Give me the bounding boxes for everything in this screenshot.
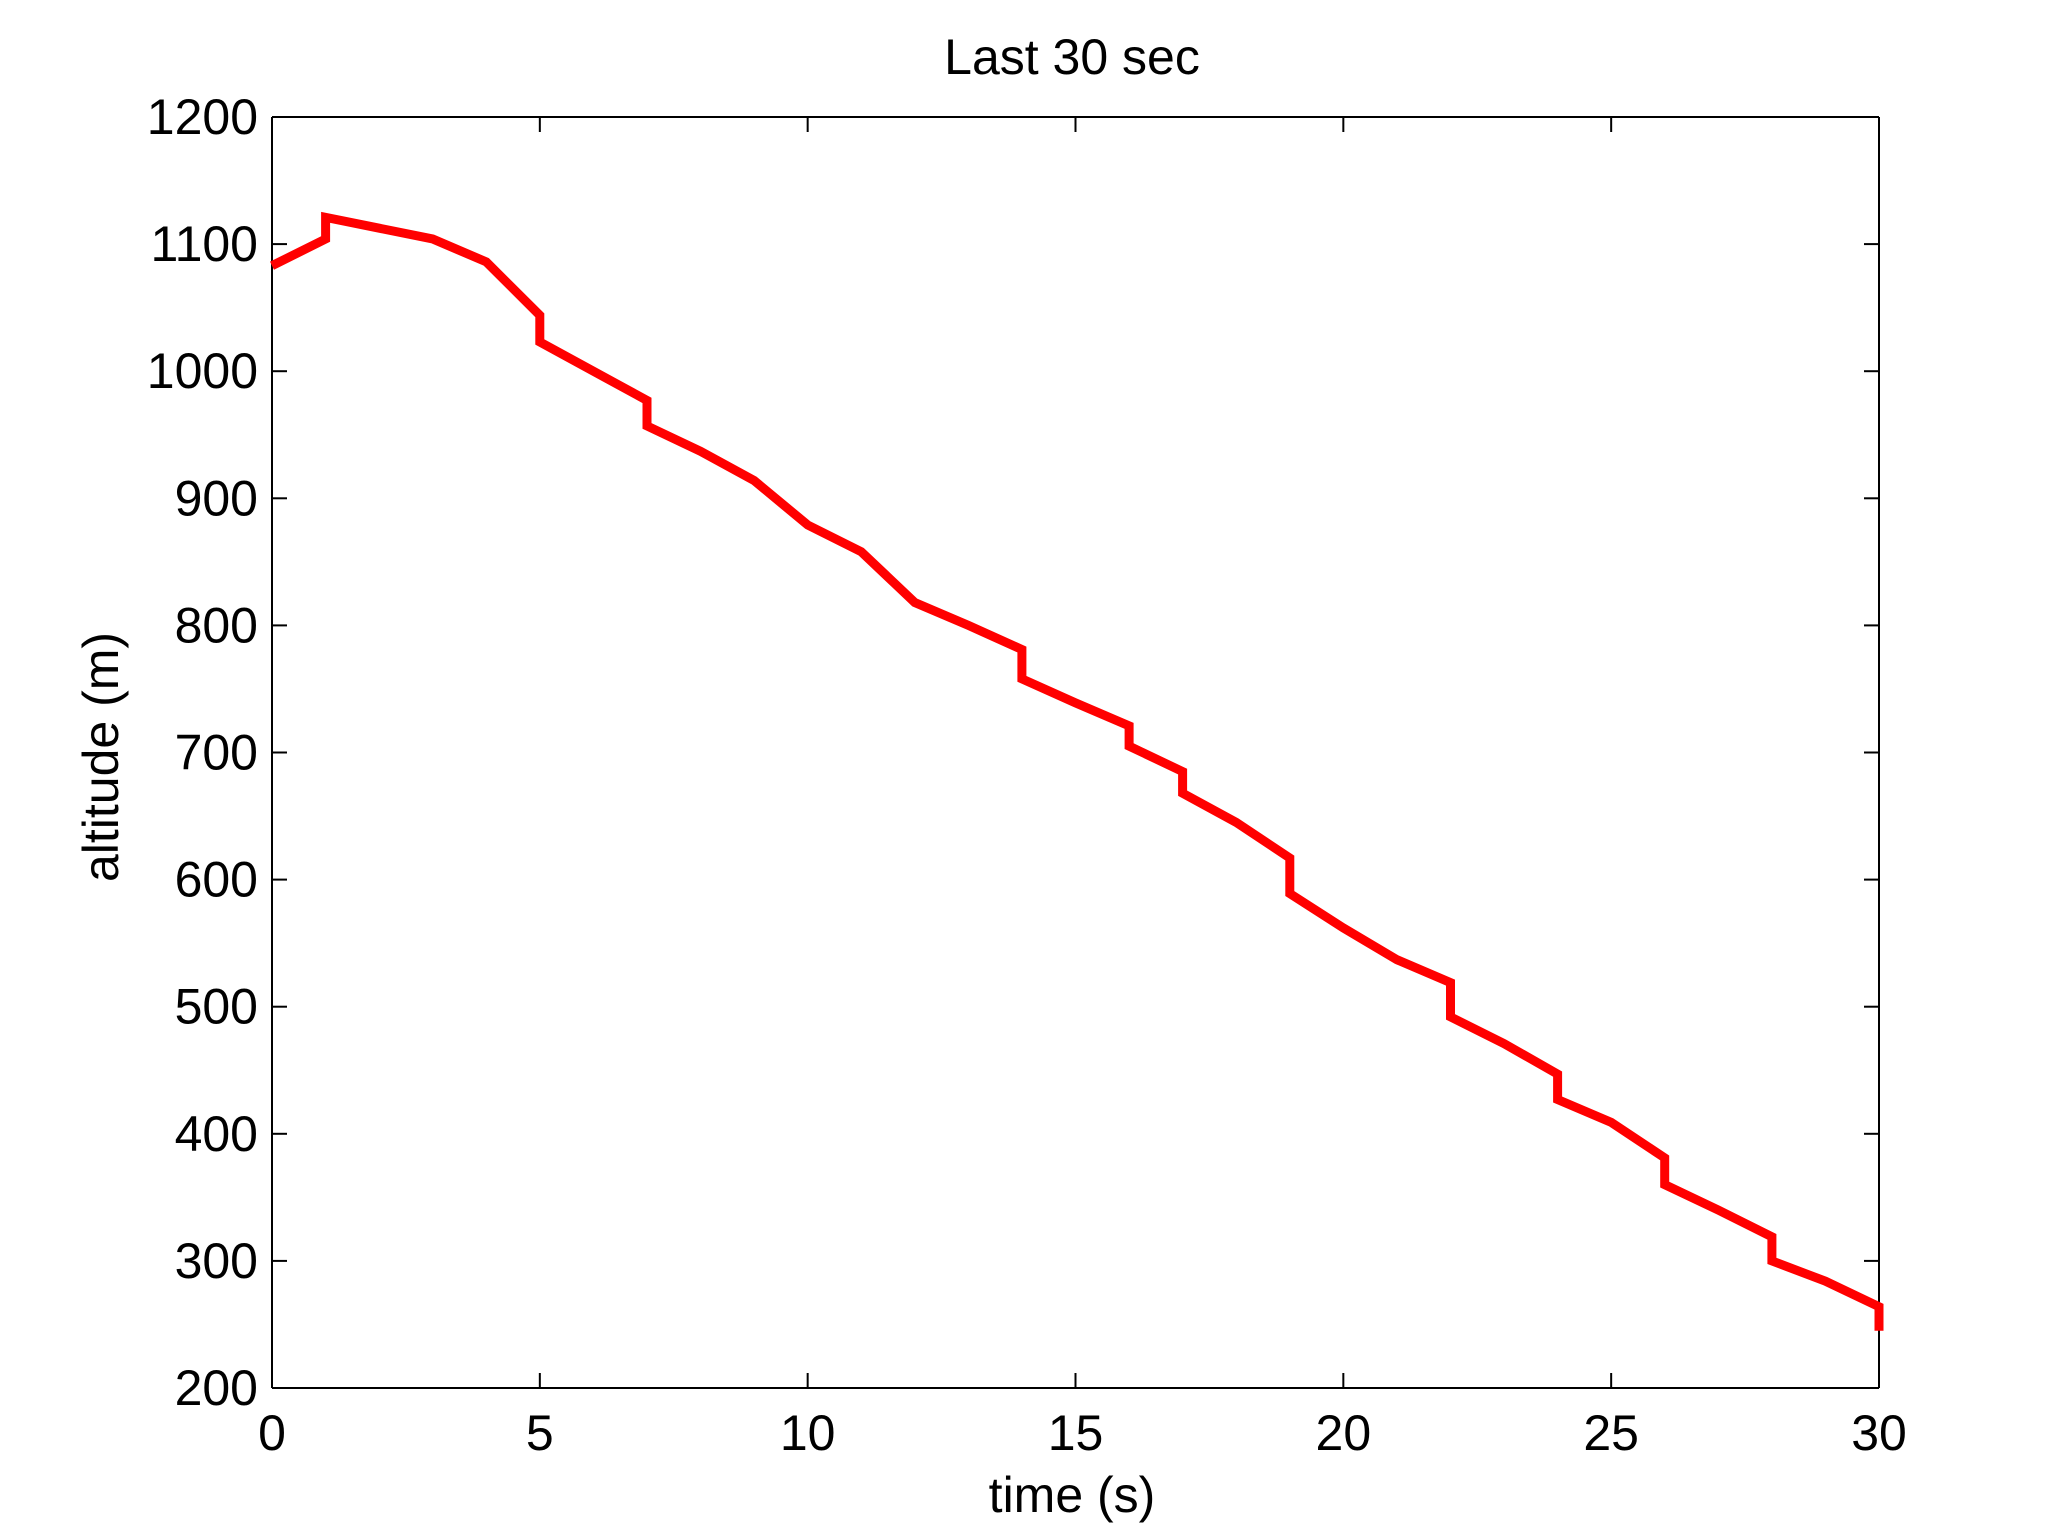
x-axis-label: time (s) [989,1467,1156,1523]
series-layer [269,211,1884,1331]
x-tick-label: 5 [526,1405,554,1461]
x-tick-label: 15 [1048,1405,1104,1461]
y-tick-label: 500 [175,979,258,1035]
y-tick-label: 1100 [150,216,258,272]
x-tick-label: 30 [1851,1405,1907,1461]
y-axis-label: altitude (m) [73,632,129,882]
y-tick-label: 1000 [147,343,258,399]
x-tick-label: 10 [780,1405,836,1461]
y-tick-label: 900 [175,470,258,526]
y-tick-label: 1200 [147,89,258,145]
y-tick-label: 600 [175,852,258,908]
y-tick-label: 200 [175,1360,258,1416]
x-tick-label: 25 [1583,1405,1639,1461]
y-tick-label: 300 [175,1233,258,1289]
y-tick-label: 700 [175,725,258,781]
x-tick-label: 0 [258,1405,286,1461]
y-tick-label: 800 [175,597,258,653]
x-axis-ticks: 0 5 10 15 20 25 30 [258,117,1907,1461]
y-axis-ticks: 200 300 400 500 600 700 800 900 1000 1100 1200 [147,89,1879,1416]
series-line [269,211,1884,1331]
x-tick-label: 20 [1316,1405,1372,1461]
chart-title: Last 30 sec [944,29,1200,85]
y-tick-label: 400 [175,1106,258,1162]
